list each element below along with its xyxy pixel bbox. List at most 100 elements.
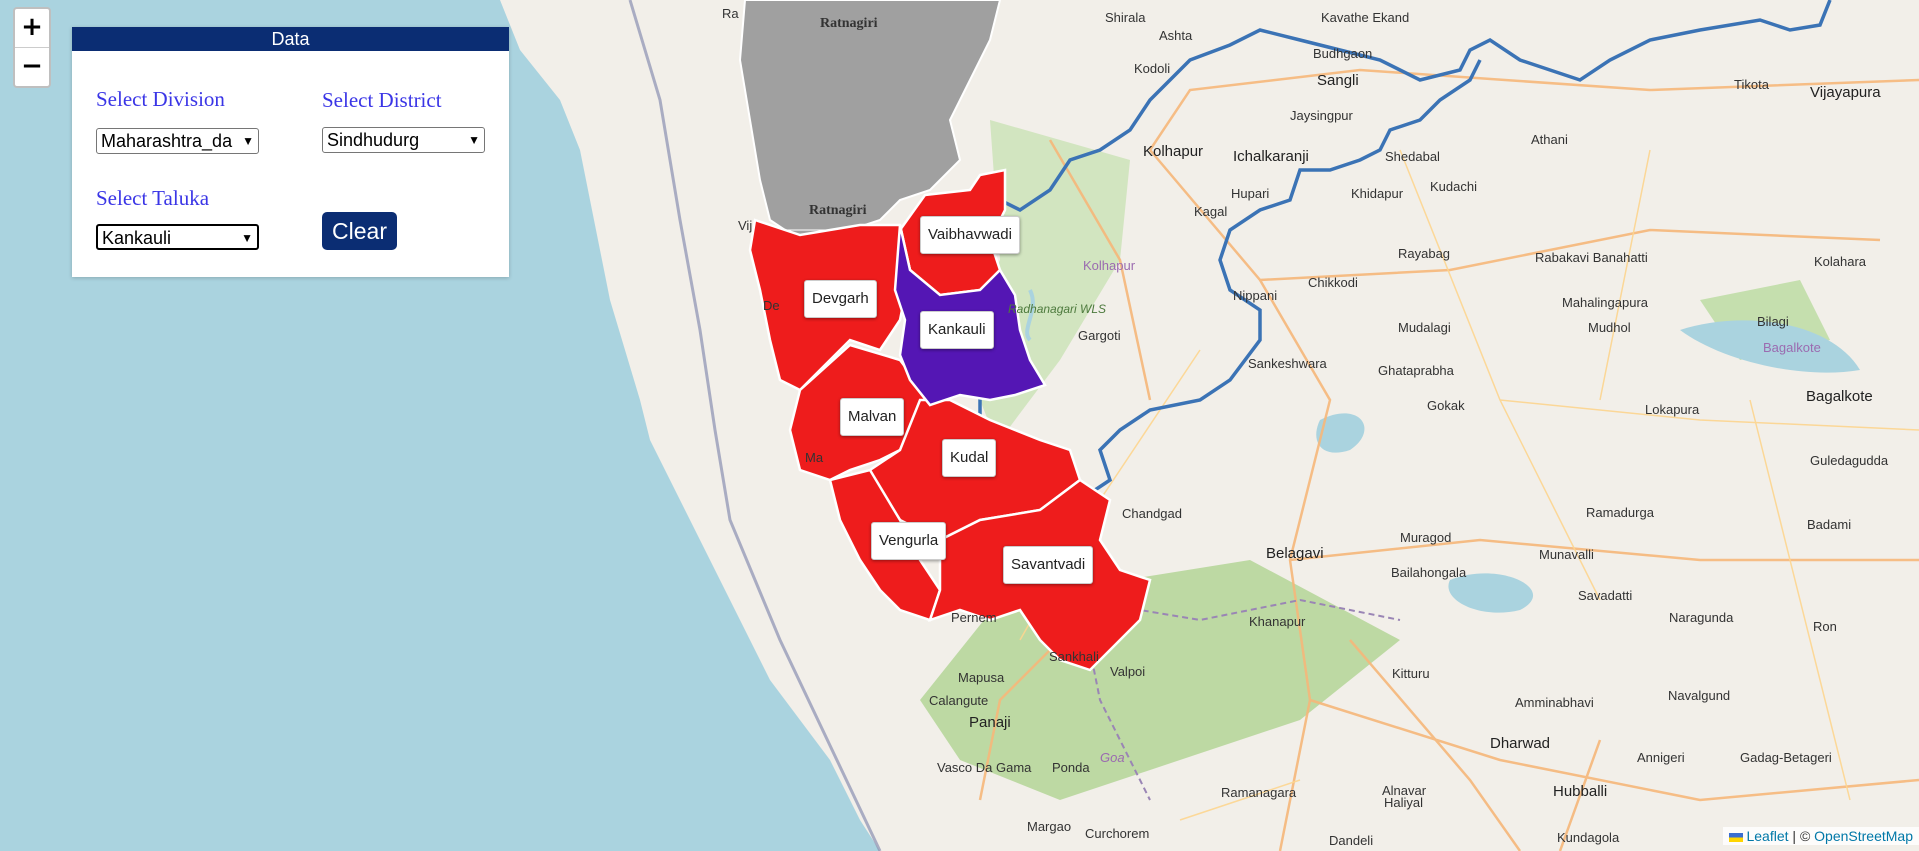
- place-label: Jaysingpur: [1290, 108, 1353, 123]
- place-label: Sankhali: [1049, 649, 1099, 664]
- zoom-in-button[interactable]: +: [21, 12, 43, 42]
- place-label: Mapusa: [958, 670, 1005, 685]
- leaflet-link[interactable]: Leaflet: [1746, 828, 1789, 844]
- place-label: Badami: [1807, 517, 1852, 532]
- place-label: Hubballi: [1553, 783, 1608, 800]
- taluka-label-devgarh[interactable]: Devgarh: [804, 280, 877, 318]
- district-select-value: Sindhudurg: [327, 130, 420, 150]
- place-label: Dharwad: [1490, 735, 1551, 752]
- place-label: Kudachi: [1430, 179, 1477, 194]
- zoom-control: + −: [13, 7, 51, 88]
- district-select[interactable]: Sindhudurg ▼: [322, 127, 485, 153]
- place-label: Muragod: [1400, 530, 1452, 545]
- place-label: Bilagi: [1757, 314, 1789, 329]
- place-label: Hupari: [1231, 186, 1270, 201]
- place-label: Valpoi: [1110, 664, 1146, 679]
- taluka-label-vengurla[interactable]: Vengurla: [871, 522, 947, 560]
- ukraine-flag-icon: [1729, 832, 1744, 842]
- division-label: Select Division: [96, 87, 225, 111]
- place-label: Kitturu: [1392, 666, 1430, 681]
- place-label: Bailahongala: [1391, 565, 1467, 580]
- place-label: Shedabal: [1385, 149, 1440, 164]
- place-label: Naragunda: [1669, 610, 1734, 625]
- chevron-down-icon: ▼: [242, 134, 254, 148]
- place-label: Kagal: [1194, 204, 1228, 219]
- division-select-value: Maharashtra_da: [101, 131, 233, 151]
- taluka-label-kankauli[interactable]: Kankauli: [920, 311, 994, 349]
- place-label: Chandgad: [1122, 506, 1182, 521]
- place-label: Bagalkote: [1806, 388, 1873, 405]
- place-label: Kolahara: [1814, 254, 1867, 269]
- chevron-down-icon: ▼: [241, 231, 253, 245]
- place-label: Gokak: [1427, 398, 1465, 413]
- place-label: Ramadurga: [1586, 505, 1654, 520]
- place-label: De: [763, 298, 780, 313]
- place-label: Mahalingapura: [1562, 295, 1649, 310]
- place-label: Guledagudda: [1810, 453, 1889, 468]
- place-label: Kolhapur: [1083, 258, 1136, 273]
- taluka-label-vaibhavwadi[interactable]: Vaibhavwadi: [920, 216, 1020, 254]
- place-label: Vasco Da Gama: [937, 760, 1032, 775]
- taluka-select[interactable]: Kankauli ▼: [96, 224, 259, 250]
- division-select[interactable]: Maharashtra_da ▼: [96, 128, 259, 154]
- taluka-label: Select Taluka: [96, 186, 210, 210]
- place-label: Belagavi: [1266, 545, 1324, 562]
- place-label: Athani: [1531, 132, 1568, 147]
- place-label: Goa: [1100, 750, 1125, 765]
- place-label: Pernem: [951, 610, 997, 625]
- place-label: Annigeri: [1637, 750, 1685, 765]
- place-label: Savadatti: [1578, 588, 1633, 603]
- place-label: Ra: [722, 6, 739, 21]
- place-label: Munavalli: [1539, 547, 1594, 562]
- place-label: Dandeli: [1329, 833, 1374, 848]
- place-label: Ratnagiri: [820, 16, 878, 31]
- taluka-label-kudal[interactable]: Kudal: [942, 439, 997, 477]
- place-label: Calangute: [929, 693, 989, 708]
- place-label: Haliyal: [1384, 795, 1424, 810]
- clear-button[interactable]: Clear: [322, 212, 397, 250]
- district-label: Select District: [322, 88, 442, 112]
- place-label: Margao: [1027, 819, 1072, 834]
- place-label: Nippani: [1233, 288, 1278, 303]
- place-label: Ichalkaranji: [1233, 148, 1309, 165]
- place-label: Vij: [738, 218, 753, 233]
- place-label: Ashta: [1159, 28, 1193, 43]
- place-label: Navalgund: [1668, 688, 1731, 703]
- place-label: Tikota: [1734, 77, 1769, 92]
- place-label: Sankeshwara: [1248, 356, 1327, 371]
- place-label: Kundagola: [1557, 830, 1620, 845]
- zoom-out-button[interactable]: −: [15, 47, 49, 86]
- place-label: Ron: [1813, 619, 1837, 634]
- neighbor-district: [738, 0, 1002, 242]
- place-label: Kolhapur: [1143, 143, 1204, 160]
- place-label: Amminabhavi: [1515, 695, 1594, 710]
- place-label: Vijayapura: [1810, 84, 1881, 101]
- place-label: Khanapur: [1249, 614, 1306, 629]
- place-label: Lokapura: [1645, 402, 1700, 417]
- data-panel: Data Select Division Maharashtra_da ▼ Se…: [72, 27, 509, 277]
- map-attribution: Leaflet | © OpenStreetMap: [1723, 827, 1919, 845]
- place-label: Alnavar: [1382, 783, 1427, 798]
- place-label: Ratnagiri: [809, 203, 867, 218]
- taluka-label-savantvadi[interactable]: Savantvadi: [1003, 546, 1094, 584]
- place-label: Budhgaon: [1313, 46, 1373, 61]
- place-label: Kodoli: [1134, 61, 1171, 76]
- place-label: Shirala: [1105, 10, 1146, 25]
- place-label: Mudhol: [1588, 320, 1631, 335]
- chevron-down-icon: ▼: [468, 133, 480, 147]
- place-label: Bagalkote: [1763, 340, 1821, 355]
- place-label: Ghataprabha: [1378, 363, 1454, 378]
- place-label: Ponda: [1052, 760, 1090, 775]
- place-label: Curchorem: [1085, 826, 1150, 841]
- place-label: Rayabag: [1398, 246, 1451, 261]
- place-label: Radhanagari WLS: [1008, 302, 1107, 316]
- attribution-separator: | ©: [1792, 828, 1811, 844]
- place-label: Sangli: [1317, 72, 1359, 89]
- taluka-label-malvan[interactable]: Malvan: [840, 398, 905, 436]
- place-label: Ramanagara: [1221, 785, 1297, 800]
- osm-link[interactable]: OpenStreetMap: [1814, 828, 1913, 844]
- place-label: Panaji: [969, 714, 1011, 731]
- place-label: Mudalagi: [1398, 320, 1451, 335]
- place-label: Chikkodi: [1308, 275, 1358, 290]
